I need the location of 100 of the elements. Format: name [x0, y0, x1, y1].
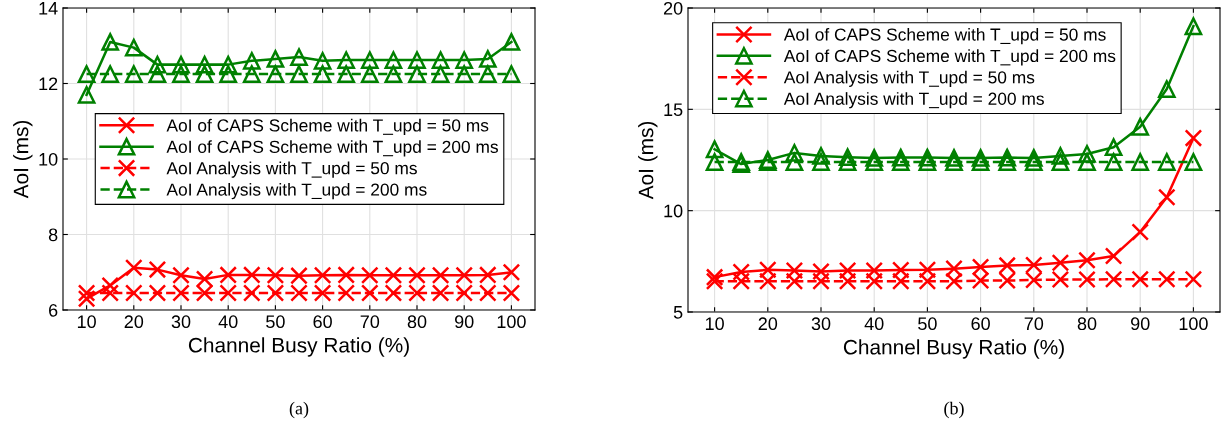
x-tick-label: 10	[77, 315, 96, 329]
point	[812, 153, 830, 171]
x-tick-label: 90	[1131, 317, 1150, 331]
point	[758, 272, 777, 291]
point	[998, 256, 1017, 275]
point	[478, 50, 497, 68]
point	[219, 65, 238, 83]
point	[337, 65, 356, 83]
point	[360, 284, 379, 302]
point	[945, 153, 963, 171]
point	[1157, 153, 1176, 171]
point	[812, 262, 830, 281]
x-tick-label: 50	[266, 315, 285, 329]
legend-label: AoI of CAPS Scheme with T_upd = 50 ms	[783, 27, 1106, 45]
legend-label: AoI Analysis with T_upd = 200 ms	[783, 92, 1044, 109]
point	[360, 51, 379, 69]
x-tick-label: 20	[758, 317, 778, 331]
point	[313, 266, 332, 285]
point	[360, 266, 379, 285]
legend-label: AoI of CAPS Scheme with T_upd = 200 ms	[166, 140, 498, 157]
y-tick-label: 12	[39, 77, 58, 91]
point	[266, 50, 285, 68]
point	[431, 284, 450, 302]
point	[431, 51, 450, 69]
point	[290, 284, 308, 302]
point	[1078, 251, 1096, 270]
y-axis-title: AoI (ms)	[638, 121, 658, 200]
point	[337, 266, 356, 284]
point	[785, 144, 804, 162]
point	[1051, 270, 1070, 289]
point	[785, 272, 804, 291]
x-tick-label: 30	[171, 315, 191, 329]
x-axis-title: Channel Busy Ratio (%)	[843, 339, 1064, 359]
point	[148, 284, 167, 302]
y-tick-label: 6	[49, 303, 58, 317]
point	[1131, 270, 1150, 289]
point	[219, 55, 238, 74]
point	[172, 65, 190, 83]
y-tick-label: 20	[663, 1, 683, 15]
x-tick-label: 20	[124, 315, 144, 329]
x-tick-label: 80	[1077, 317, 1097, 331]
point	[408, 65, 426, 83]
point	[455, 284, 474, 302]
point	[1184, 153, 1203, 171]
x-tick-label: 90	[455, 315, 474, 329]
point	[77, 85, 96, 104]
point	[455, 51, 474, 69]
point	[918, 153, 937, 171]
x-tick-label: 100	[497, 315, 526, 329]
point	[1131, 223, 1150, 241]
point	[971, 271, 990, 290]
point	[945, 259, 963, 278]
point	[172, 55, 190, 74]
point	[384, 266, 403, 285]
point	[195, 284, 214, 302]
point	[1024, 149, 1043, 167]
point	[384, 51, 403, 69]
point	[455, 65, 474, 83]
point	[1131, 153, 1150, 171]
point	[219, 266, 238, 284]
point	[1024, 153, 1043, 171]
point	[431, 65, 450, 83]
point	[705, 153, 724, 171]
point	[408, 51, 426, 69]
point	[705, 140, 724, 159]
point	[502, 33, 521, 51]
point	[242, 266, 261, 284]
x-tick-label: 80	[407, 315, 427, 329]
point	[1157, 188, 1176, 207]
x-axis-title: Channel Busy Ratio (%)	[188, 337, 409, 357]
point	[266, 284, 285, 302]
point	[77, 284, 96, 302]
point	[195, 270, 214, 288]
point	[838, 272, 857, 291]
point	[337, 284, 356, 302]
legend-label: AoI Analysis with T_upd = 50 ms	[783, 70, 1035, 87]
legend-label: AoI Analysis with T_upd = 200 ms	[166, 183, 427, 200]
point	[1051, 253, 1070, 272]
point	[1051, 153, 1070, 171]
point	[172, 266, 190, 285]
point	[148, 55, 167, 74]
point	[945, 272, 963, 291]
point	[124, 284, 143, 302]
y-tick-label: 14	[39, 2, 58, 15]
point	[838, 148, 857, 167]
point	[195, 55, 214, 74]
point	[1184, 270, 1203, 289]
point	[865, 149, 884, 167]
point	[918, 148, 937, 167]
point	[891, 272, 910, 291]
y-tick-label: 8	[48, 228, 58, 242]
y-tick-label: 10	[664, 204, 683, 218]
point	[172, 284, 190, 302]
y-tick-label: 15	[664, 103, 683, 117]
point	[785, 153, 804, 171]
point	[266, 266, 285, 285]
point	[478, 266, 497, 284]
point	[971, 258, 990, 276]
point	[124, 65, 143, 83]
x-tick-label: 100	[1179, 317, 1208, 331]
